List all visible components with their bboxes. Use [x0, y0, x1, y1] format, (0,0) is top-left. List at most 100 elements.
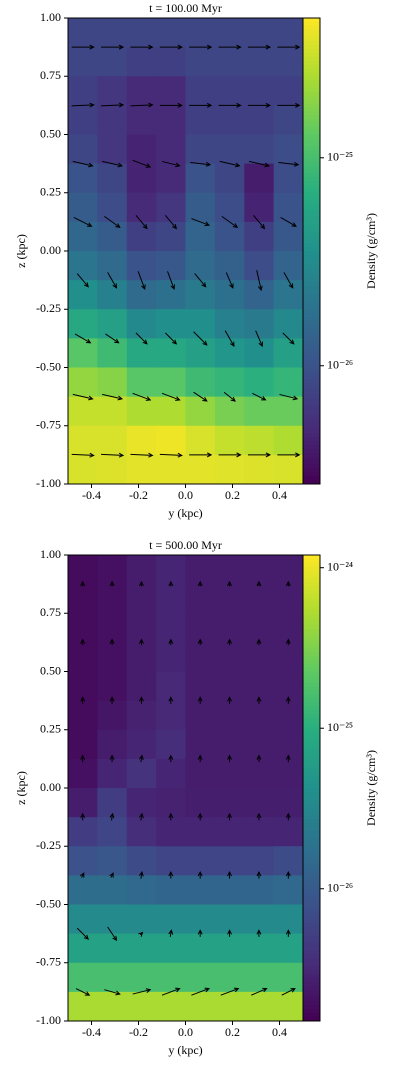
colorbar-step — [303, 702, 320, 707]
velocity-arrow — [80, 638, 86, 646]
density-cell — [214, 788, 245, 818]
x-tick-label: -0.4 — [82, 488, 101, 502]
density-cell — [68, 875, 98, 905]
density-cell — [68, 904, 98, 935]
colorbar-step — [303, 555, 320, 560]
density-cell — [244, 671, 275, 702]
density-cell — [126, 642, 157, 672]
y-axis-label: z (kpc) — [14, 234, 28, 268]
density-cell — [156, 846, 186, 876]
velocity-arrow — [101, 102, 125, 108]
velocity-arrow — [130, 44, 154, 50]
colorbar-step — [303, 301, 320, 306]
colorbar-step — [303, 671, 320, 676]
density-cell — [185, 251, 216, 281]
colorbar-step — [303, 375, 320, 380]
colorbar-step — [303, 846, 320, 851]
colorbar-step — [303, 278, 320, 283]
velocity-arrow — [247, 102, 272, 108]
colorbar-step — [303, 970, 320, 975]
velocity-arrow — [72, 393, 94, 401]
velocity-arrow — [256, 270, 263, 292]
colorbar-step — [303, 138, 320, 143]
density-cell — [273, 76, 304, 106]
density-cell — [244, 338, 275, 368]
y-tick-label: -0.75 — [36, 955, 61, 969]
density-cell — [273, 280, 304, 310]
colorbar-step — [303, 394, 320, 400]
density-cell — [156, 555, 186, 585]
density-cell — [97, 192, 128, 223]
velocity-arrow — [247, 452, 272, 458]
colorbar-step — [303, 130, 320, 135]
velocity-arrow — [109, 872, 114, 878]
density-cell — [68, 18, 98, 48]
density-cell — [126, 221, 157, 252]
colorbar-step — [303, 791, 320, 797]
density-cell — [244, 76, 275, 106]
density-cell — [97, 962, 128, 993]
colorbar-step — [303, 297, 320, 302]
velocity-arrow — [138, 812, 144, 821]
density-cell — [97, 904, 128, 935]
colorbar-step — [303, 916, 320, 921]
velocity-arrow — [161, 160, 181, 168]
colorbar-step — [303, 258, 320, 264]
density-cell — [244, 309, 275, 339]
colorbar-step — [303, 698, 320, 704]
density-cell — [97, 846, 128, 876]
density-cell — [185, 105, 216, 135]
density-cell — [185, 729, 216, 760]
colorbar-step — [303, 784, 320, 789]
colorbar-step — [303, 417, 320, 423]
density-cell — [214, 555, 245, 585]
density-cell — [97, 758, 128, 789]
velocity-arrow — [220, 987, 240, 996]
colorbar-step — [303, 756, 320, 762]
velocity-arrow — [138, 754, 144, 763]
density-cell — [214, 700, 245, 731]
density-cell — [156, 788, 186, 818]
velocity-arrow — [197, 929, 203, 937]
x-tick-label: 0.2 — [225, 488, 240, 502]
density-cell — [185, 47, 216, 77]
y-tick-label: -0.50 — [36, 896, 61, 910]
colorbar-step — [303, 441, 320, 446]
colorbar-step — [303, 247, 320, 252]
density-cell — [244, 875, 275, 905]
colorbar-step — [303, 184, 320, 190]
density-cell — [214, 309, 245, 339]
velocity-arrow — [197, 638, 203, 646]
colorbar-step — [303, 223, 320, 229]
density-cell — [185, 991, 216, 1022]
velocity-arrow — [104, 215, 121, 229]
colorbar-step — [303, 776, 320, 781]
colorbar-step — [303, 18, 320, 23]
colorbar-step — [303, 1013, 320, 1018]
velocity-arrow — [285, 696, 291, 704]
density-cell — [126, 846, 157, 876]
density-cell — [273, 47, 304, 77]
colorbar-step — [303, 344, 320, 349]
density-cell — [156, 134, 186, 165]
colorbar-step — [303, 652, 320, 657]
colorbar-step — [303, 72, 320, 77]
velocity-arrow — [189, 102, 213, 108]
density-cell — [126, 105, 157, 135]
density-cell — [214, 47, 245, 77]
y-tick-label: 0.00 — [40, 780, 61, 794]
density-cell — [156, 584, 186, 614]
x-axis-label: y (kpc) — [168, 1043, 202, 1057]
colorbar-step — [303, 142, 320, 147]
density-cell — [126, 788, 157, 818]
density-cell — [97, 584, 128, 614]
colorbar-step — [303, 460, 320, 466]
velocity-arrow — [168, 812, 174, 821]
colorbar-step — [303, 815, 320, 820]
colorbar-step — [303, 324, 320, 330]
density-cell — [126, 367, 157, 398]
colorbar-step — [303, 978, 320, 983]
colorbar-frame — [302, 554, 321, 1022]
colorbar-step — [303, 355, 320, 361]
velocity-arrow — [285, 754, 291, 763]
